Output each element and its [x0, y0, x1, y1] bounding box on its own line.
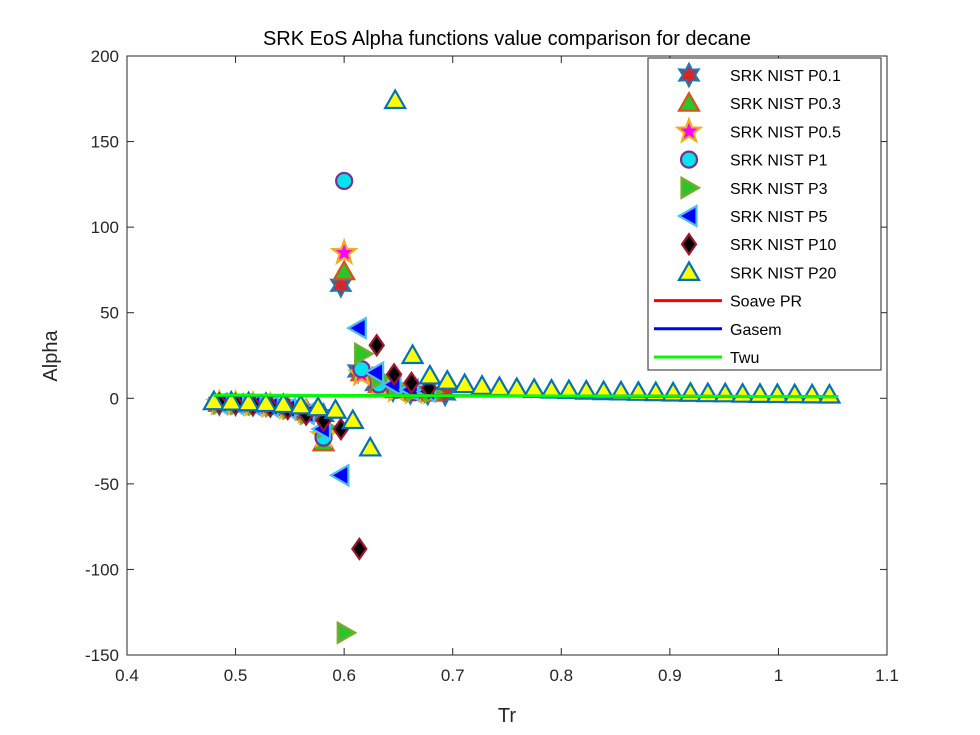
series-layer	[201, 88, 842, 645]
data-point	[340, 408, 365, 430]
y-tick-label: 0	[110, 389, 119, 408]
data-point	[271, 392, 296, 414]
data-point	[470, 374, 494, 395]
legend-entry: Soave PR	[654, 294, 802, 311]
y-tick-label: 200	[91, 47, 119, 66]
data-point	[368, 333, 386, 358]
x-tick-label: 1.1	[875, 666, 899, 685]
legend-label: SRK NIST P20	[730, 265, 837, 282]
legend-marker	[680, 232, 698, 257]
legend-entry: SRK NIST P1	[679, 150, 828, 170]
legend-entry: SRK NIST P20	[677, 260, 837, 282]
data-point	[323, 398, 348, 419]
data-point	[452, 372, 477, 394]
legend-entry: SRK NIST P0.1	[677, 61, 841, 89]
legend-marker	[677, 61, 701, 89]
legend-marker	[680, 175, 702, 200]
legend-marker	[676, 204, 698, 228]
data-point	[403, 370, 420, 395]
data-point	[418, 363, 442, 385]
data-point	[288, 393, 313, 415]
x-tick-label: 1	[774, 666, 783, 685]
legend-label: Gasem	[730, 322, 782, 339]
data-point	[358, 435, 383, 457]
y-tick-label: 150	[91, 133, 119, 152]
y-tick-label: -50	[94, 475, 119, 494]
legend-label: SRK NIST P5	[730, 209, 828, 226]
legend-entry: SRK NIST P10	[680, 232, 837, 257]
legend-marker	[677, 90, 701, 112]
data-point	[400, 343, 425, 365]
legend-label: SRK NIST P10	[730, 237, 837, 254]
data-point	[236, 390, 261, 412]
data-point	[574, 378, 599, 400]
legend-marker	[679, 150, 699, 169]
x-tick-label: 0.9	[658, 666, 682, 685]
data-point	[817, 382, 842, 404]
x-tick-label: 0.6	[332, 666, 356, 685]
x-tick-label: 0.5	[224, 666, 248, 685]
y-tick-label: -100	[85, 560, 119, 579]
data-point	[328, 463, 350, 488]
data-point	[539, 377, 564, 399]
data-point	[219, 389, 244, 411]
legend-label: SRK NIST P0.3	[730, 96, 841, 113]
data-point	[332, 259, 357, 281]
legend-label: Soave PR	[730, 294, 802, 311]
x-tick-label: 0.7	[441, 666, 465, 685]
data-point	[435, 368, 460, 390]
data-point	[354, 341, 375, 366]
axis-layer: 0.4 0.5 0.6 0.7 0.8 0.9 1 1.1 -150 -100 -50 0 50 100 1…	[85, 47, 899, 685]
y-tick-label: -150	[85, 646, 119, 665]
y-tick-label: 50	[100, 304, 119, 323]
data-point	[385, 362, 403, 387]
x-tick-label: 0.4	[115, 666, 139, 685]
marker-series-8	[201, 88, 842, 457]
data-point	[363, 360, 385, 385]
legend-marker	[674, 116, 704, 144]
chart-title: SRK EoS Alpha functions value comparison…	[263, 28, 751, 50]
data-point	[346, 316, 367, 341]
legend-entry: SRK NIST P5	[676, 204, 828, 228]
data-point	[336, 620, 358, 645]
legend-label: SRK NIST P0.1	[730, 68, 841, 85]
legend-marker	[677, 260, 701, 281]
x-axis-title: Tr	[498, 705, 516, 727]
data-point	[254, 391, 278, 413]
legend-label: SRK NIST P1	[730, 153, 828, 170]
legend-entry: Twu	[654, 350, 759, 367]
legend-label: SRK NIST P3	[730, 181, 828, 198]
legend-entry: Gasem	[654, 322, 782, 339]
data-point	[335, 171, 354, 191]
legend-label: SRK NIST P0.5	[730, 124, 841, 141]
data-point	[351, 536, 368, 561]
legend-entry: SRK NIST P3	[680, 175, 828, 200]
data-point	[306, 395, 330, 417]
x-tick-label: 0.8	[549, 666, 573, 685]
data-point	[201, 389, 226, 411]
y-tick-label: 100	[91, 218, 119, 237]
legend-entry: SRK NIST P0.5	[674, 116, 841, 144]
legend-entry: SRK NIST P0.3	[677, 90, 841, 113]
data-point	[556, 378, 581, 400]
legend: SRK NIST P0.1 SRK NIST P0.3 SRK NIST P0.5 S…	[647, 57, 882, 371]
data-point	[329, 237, 359, 266]
line-series-3	[213, 393, 839, 399]
data-point	[383, 88, 408, 110]
y-axis-title: Alpha	[40, 330, 62, 382]
legend-label: Twu	[730, 350, 759, 367]
